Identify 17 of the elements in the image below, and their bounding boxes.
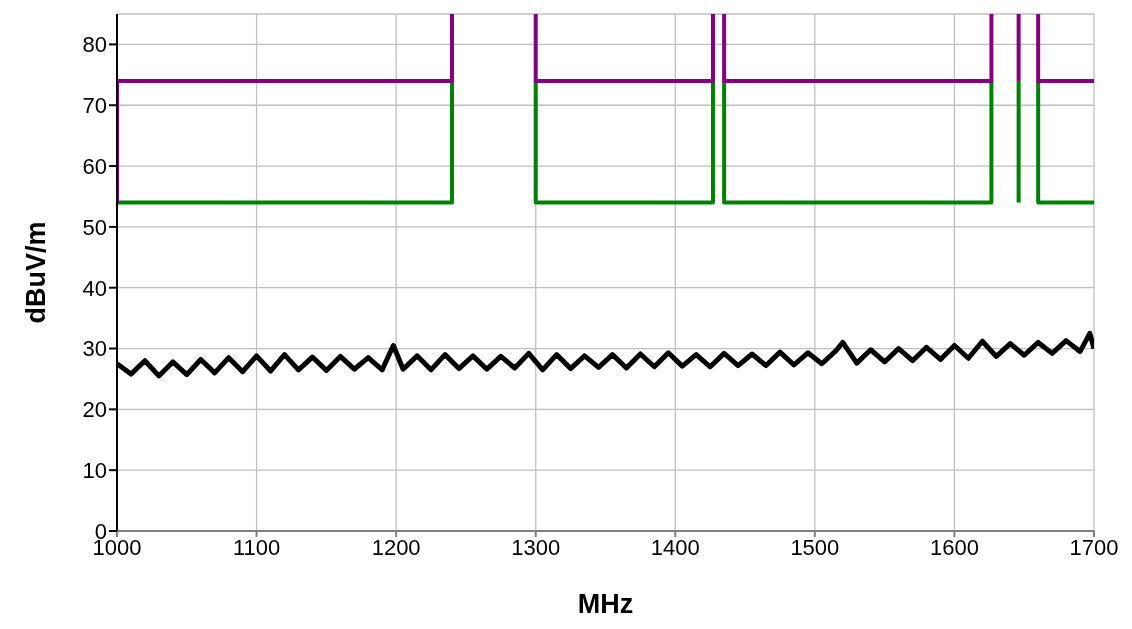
x-axis-title: MHz [577,589,634,619]
x-tick-label: 1400 [650,534,700,560]
y-tick-label: 10 [82,457,107,483]
y-tick-label: 20 [82,397,107,423]
y-tick-label: 80 [82,32,107,58]
x-tick-label: 1300 [511,534,561,560]
y-tick-label: 70 [82,93,107,119]
x-tick-label: 1700 [1069,534,1119,560]
y-tick-label: 40 [82,275,107,301]
x-tick-label: 1100 [232,534,281,560]
x-tick-label: 1600 [929,534,979,560]
y-tick-label: 60 [82,153,107,179]
y-tick-label: 30 [82,336,107,362]
y-tick-label: 50 [82,214,107,240]
x-tick-label: 1500 [790,534,840,560]
y-axis-title: dBuV/m [20,221,51,324]
x-tick-label: 1200 [371,534,421,560]
